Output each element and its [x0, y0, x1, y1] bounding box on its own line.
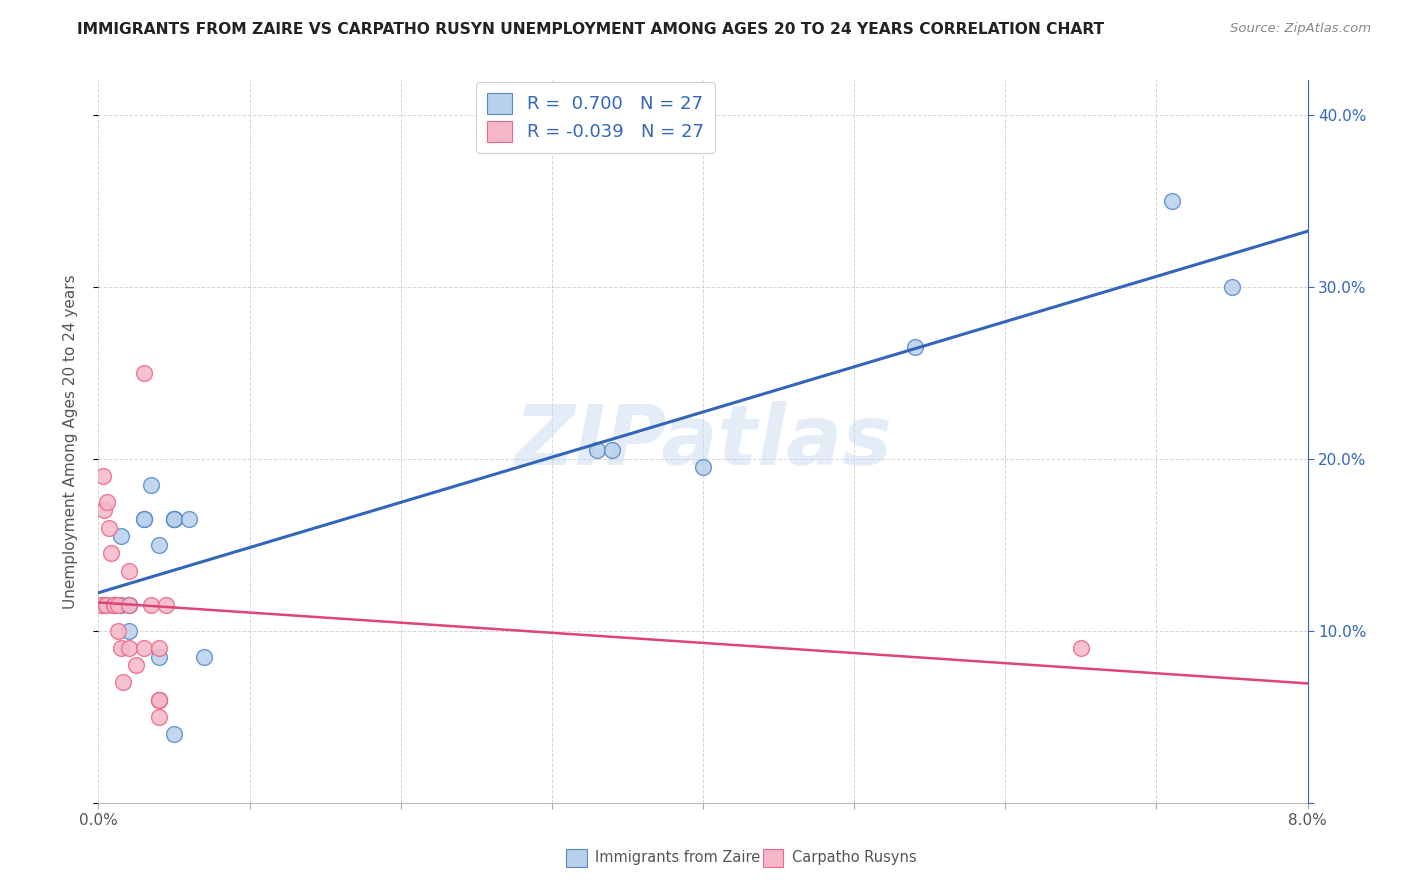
Point — [94, 598, 117, 612]
Text: Source: ZipAtlas.com: Source: ZipAtlas.com — [1230, 22, 1371, 36]
Point — [148, 640, 170, 655]
Point — [132, 366, 155, 380]
Point — [98, 520, 121, 534]
Point — [692, 460, 714, 475]
Point — [94, 598, 117, 612]
Point — [148, 692, 170, 706]
Point — [193, 649, 215, 664]
Point — [155, 598, 177, 612]
Y-axis label: Unemployment Among Ages 20 to 24 years: Unemployment Among Ages 20 to 24 years — [63, 274, 77, 609]
Text: Immigrants from Zaire: Immigrants from Zaire — [595, 850, 761, 864]
Text: ZIPatlas: ZIPatlas — [515, 401, 891, 482]
Point — [163, 512, 186, 526]
Point — [96, 494, 118, 508]
Point — [118, 640, 141, 655]
Point — [107, 624, 129, 638]
Point — [91, 598, 114, 612]
Point — [1070, 640, 1092, 655]
Point — [118, 598, 141, 612]
Point — [118, 564, 141, 578]
Point — [1220, 279, 1243, 293]
Point — [118, 624, 141, 638]
Point — [179, 512, 201, 526]
Point — [91, 469, 114, 483]
Point — [103, 598, 125, 612]
Point — [111, 675, 134, 690]
Point — [586, 443, 609, 458]
Point — [103, 598, 125, 612]
Point — [107, 598, 129, 612]
Point — [141, 477, 163, 491]
Point — [148, 692, 170, 706]
Point — [118, 598, 141, 612]
Point — [163, 512, 186, 526]
Point — [90, 598, 112, 612]
Legend: R =  0.700   N = 27, R = -0.039   N = 27: R = 0.700 N = 27, R = -0.039 N = 27 — [477, 82, 714, 153]
Point — [163, 512, 186, 526]
Point — [904, 340, 927, 354]
Point — [1160, 194, 1182, 208]
Point — [132, 512, 155, 526]
Point — [163, 512, 186, 526]
Point — [602, 443, 624, 458]
Point — [148, 538, 170, 552]
Point — [141, 598, 163, 612]
Point — [93, 503, 115, 517]
Point — [148, 710, 170, 724]
Point — [100, 546, 122, 560]
Point — [118, 598, 141, 612]
Point — [125, 658, 148, 673]
Text: Carpatho Rusyns: Carpatho Rusyns — [792, 850, 917, 864]
Point — [132, 512, 155, 526]
Point — [132, 640, 155, 655]
Point — [148, 649, 170, 664]
Point — [110, 598, 132, 612]
Point — [163, 727, 186, 741]
Text: IMMIGRANTS FROM ZAIRE VS CARPATHO RUSYN UNEMPLOYMENT AMONG AGES 20 TO 24 YEARS C: IMMIGRANTS FROM ZAIRE VS CARPATHO RUSYN … — [77, 22, 1105, 37]
Point — [148, 692, 170, 706]
Point — [110, 640, 132, 655]
Point — [103, 598, 125, 612]
Point — [103, 598, 125, 612]
Point — [110, 529, 132, 543]
